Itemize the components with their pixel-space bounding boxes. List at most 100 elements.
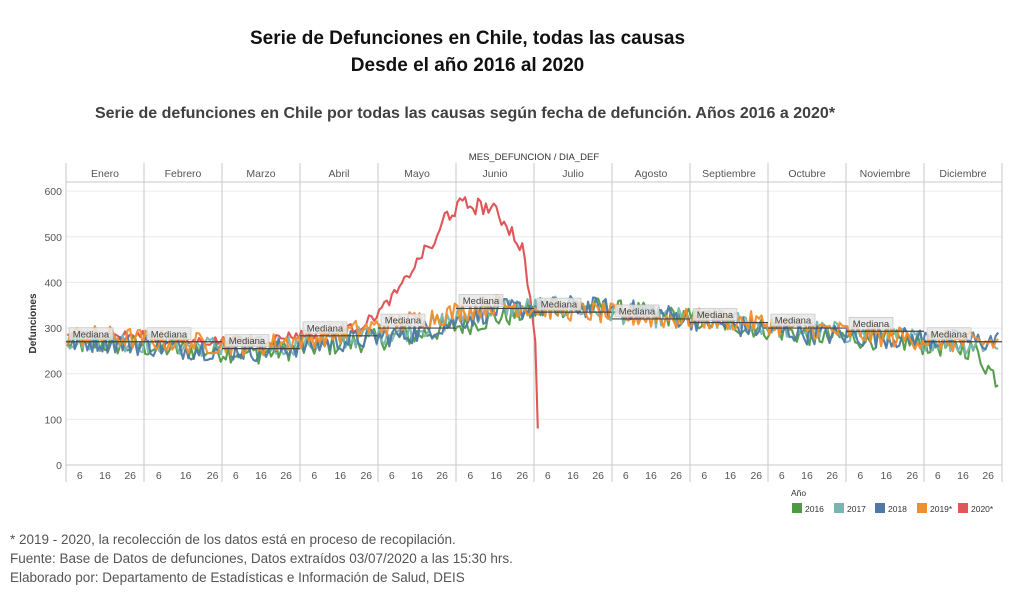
- legend-label: 2017: [847, 504, 866, 514]
- month-label: Octubre: [788, 168, 826, 180]
- median-label: Mediana: [151, 329, 188, 340]
- day-tick-label: 16: [957, 470, 969, 482]
- day-tick-label: 6: [233, 470, 239, 482]
- legend-swatch: [917, 503, 927, 513]
- day-tick-label: 16: [411, 470, 423, 482]
- footnote-author: Elaborado por: Departamento de Estadísti…: [10, 570, 465, 585]
- day-tick-label: 26: [280, 470, 292, 482]
- median-label: Mediana: [229, 336, 266, 347]
- legend-label: 2019*: [930, 504, 953, 514]
- death-series-chart: MES_DEFUNCION / DIA_DEF Defunciones 0 100 20…: [28, 152, 1003, 514]
- month-label: Agosto: [635, 168, 668, 180]
- day-tick-label: 26: [436, 470, 448, 482]
- day-tick-label: 16: [255, 470, 267, 482]
- month-label: Julio: [562, 168, 584, 180]
- day-tick-label: 16: [490, 470, 502, 482]
- legend-swatch: [834, 503, 844, 513]
- median-label-box: [146, 327, 192, 341]
- day-tick-label: 6: [779, 470, 785, 482]
- median-label: Mediana: [73, 329, 110, 340]
- y-tick-label: 0: [56, 460, 62, 472]
- day-tick-label: 6: [311, 470, 317, 482]
- legend-swatch: [875, 503, 885, 513]
- legend-label: 2018: [888, 504, 907, 514]
- day-tick-label: 26: [826, 470, 838, 482]
- day-tick-label: 6: [935, 470, 941, 482]
- y-tick-label: 300: [44, 323, 62, 335]
- day-tick-label: 26: [750, 470, 762, 482]
- median-label-box: [770, 313, 816, 327]
- series-line-2019: [66, 293, 999, 357]
- day-tick-label: 6: [156, 470, 162, 482]
- median-label: Mediana: [307, 323, 344, 334]
- median-label-box: [926, 327, 972, 341]
- series-group: [66, 196, 1000, 429]
- main-title-line1: Serie de Defunciones en Chile, todas las…: [249, 28, 686, 49]
- series-line-2016: [66, 297, 999, 388]
- median-label: Mediana: [931, 329, 968, 340]
- median-label: Mediana: [697, 310, 734, 321]
- chart-title: MES_DEFUNCION / DIA_DEF: [469, 152, 600, 163]
- y-tick-label: 600: [44, 186, 62, 198]
- median-label-box: [614, 304, 660, 318]
- footnote-collection: * 2019 - 2020, la recolección de los dat…: [10, 532, 456, 547]
- month-label: Noviembre: [860, 168, 911, 180]
- median-label: Mediana: [541, 300, 578, 311]
- month-label: Mayo: [404, 168, 430, 180]
- day-tick-label: 26: [906, 470, 918, 482]
- legend-label: 2020*: [971, 504, 994, 514]
- legend-label: 2016: [805, 504, 824, 514]
- median-label-box: [692, 308, 738, 321]
- day-tick-label: 26: [592, 470, 604, 482]
- chart-subtitle: Serie de defunciones en Chile por todas …: [94, 105, 836, 122]
- day-tick-label: 6: [77, 470, 83, 482]
- day-tick-label: 26: [124, 470, 136, 482]
- median-label: Mediana: [385, 316, 422, 327]
- footnotes: * 2019 - 2020, la recolección de los dat…: [10, 530, 513, 587]
- day-tick-label: 26: [360, 470, 372, 482]
- median-label-box: [536, 297, 582, 311]
- median-label: Mediana: [853, 319, 890, 330]
- legend-swatch: [792, 503, 802, 513]
- y-tick-label: 100: [44, 414, 62, 426]
- day-tick-label: 16: [724, 470, 736, 482]
- median-label-box: [68, 327, 114, 341]
- month-label: Abril: [328, 168, 349, 180]
- day-tick-label: 6: [389, 470, 395, 482]
- month-label: Diciembre: [939, 168, 986, 180]
- month-label: Septiembre: [702, 168, 756, 180]
- day-tick-label: 6: [623, 470, 629, 482]
- median-label-box: [224, 334, 270, 347]
- day-tick-label: 16: [334, 470, 346, 482]
- month-label: Junio: [482, 168, 507, 180]
- main-title: Serie de Defunciones en Chile, todas las…: [0, 25, 935, 79]
- day-tick-label: 26: [516, 470, 528, 482]
- day-tick-label: 6: [467, 470, 473, 482]
- median-label: Mediana: [775, 316, 812, 327]
- day-tick-label: 16: [99, 470, 111, 482]
- day-tick-label: 26: [207, 470, 219, 482]
- month-label: Marzo: [246, 168, 275, 180]
- y-axis-label: Defunciones: [28, 293, 39, 353]
- main-title-line2: Desde el año 2016 al 2020: [350, 55, 585, 76]
- y-tick-label: 500: [44, 232, 62, 244]
- median-label-box: [302, 321, 348, 335]
- day-tick-label: 16: [801, 470, 813, 482]
- legend-title: Año: [791, 488, 806, 498]
- legend-swatch: [958, 503, 968, 513]
- median-label-box: [380, 313, 426, 327]
- day-tick-label: 6: [701, 470, 707, 482]
- y-tick-label: 200: [44, 369, 62, 381]
- day-tick-label: 16: [645, 470, 657, 482]
- month-label: Enero: [91, 168, 119, 180]
- day-tick-label: 26: [670, 470, 682, 482]
- day-tick-label: 16: [180, 470, 192, 482]
- median-label: Mediana: [463, 296, 500, 307]
- day-tick-label: 6: [545, 470, 551, 482]
- day-tick-label: 6: [857, 470, 863, 482]
- month-label: Febrero: [165, 168, 202, 180]
- median-label: Mediana: [619, 306, 656, 317]
- day-tick-label: 16: [567, 470, 579, 482]
- day-tick-label: 16: [880, 470, 892, 482]
- median-label-box: [458, 294, 504, 307]
